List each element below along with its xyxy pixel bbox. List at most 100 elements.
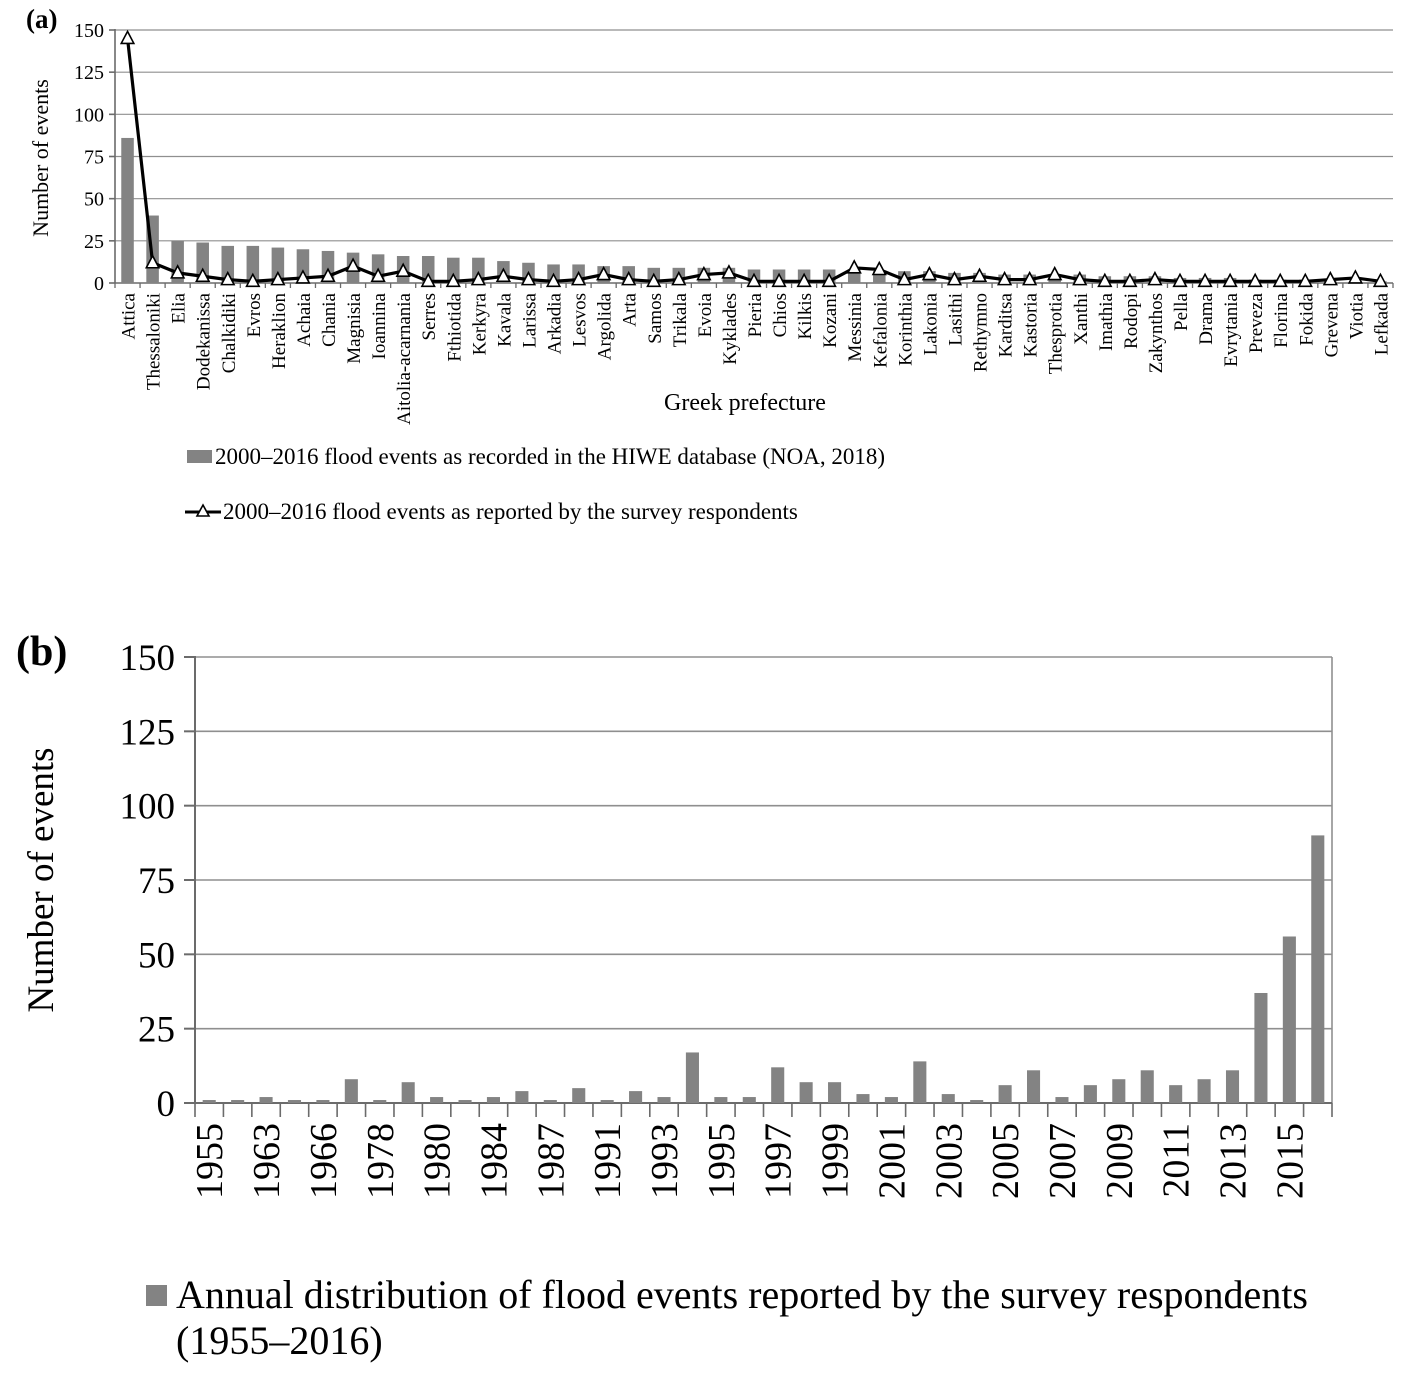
bar (884, 1097, 898, 1103)
x-category-label: Karditsa (996, 292, 1017, 357)
line-marker-triangle (1322, 270, 1338, 286)
x-category-label: Heraklion (269, 293, 290, 369)
line-marker-triangle (1072, 270, 1088, 286)
line-marker-triangle (520, 270, 537, 286)
x-year-label: 1966 (303, 1123, 345, 1199)
x-category-label: Evrytania (1221, 292, 1242, 366)
line-marker-triangle (1022, 270, 1038, 286)
line-marker-triangle (646, 272, 662, 288)
x-category-label: Kavala (494, 292, 515, 346)
line-marker-triangle (696, 265, 712, 281)
line-marker-triangle (796, 272, 812, 288)
bar (1112, 1079, 1126, 1103)
line-marker-triangle (345, 257, 361, 272)
line-marker-triangle (420, 272, 436, 288)
x-year-label: 2015 (1269, 1123, 1311, 1199)
panel-b-legend-line2: (1955–2016) (176, 1318, 383, 1363)
bar (1169, 1085, 1183, 1103)
x-category-label: Pieria (745, 292, 766, 337)
x-year-label: 2005 (985, 1123, 1027, 1199)
x-category-label: Thessaloniki (144, 293, 165, 390)
line-marker-triangle (370, 267, 386, 283)
bar (1282, 936, 1296, 1103)
x-category-label: Dodekanissa (194, 292, 215, 390)
x-category-label: Pella (1171, 292, 1192, 331)
panel-a-legend-item-line: 2000–2016 flood events as reported by th… (185, 499, 1285, 524)
bar (1026, 1070, 1041, 1103)
line-marker-triangle (1272, 272, 1288, 288)
panel-b-legend-item: Annual distribution of flood events repo… (146, 1272, 1406, 1364)
x-year-label: 1978 (360, 1123, 402, 1199)
x-category-label: Kerkyra (469, 292, 490, 355)
y-tick-label: 150 (120, 638, 176, 679)
line-marker-triangle (470, 270, 486, 286)
bar-series-swatch-icon (146, 1285, 167, 1306)
line-marker-triangle (846, 259, 862, 274)
bar (271, 247, 285, 283)
y-tick-label: 100 (120, 787, 176, 828)
x-category-label: Drama (1196, 292, 1217, 344)
line-marker-triangle (771, 272, 787, 288)
bar (344, 1079, 358, 1103)
x-year-label: 2013 (1213, 1123, 1255, 1199)
bar-series-swatch-icon (187, 450, 212, 463)
line-marker-triangle (119, 29, 136, 45)
bar (771, 1067, 785, 1103)
line-marker-triangle (1347, 269, 1364, 284)
x-year-label: 1963 (246, 1123, 288, 1199)
y-tick-label: 150 (74, 20, 104, 42)
y-tick-label: 100 (74, 104, 104, 126)
bar (430, 1097, 444, 1103)
panel-b-legend-text: Annual distribution of flood events repo… (176, 1272, 1308, 1364)
bar (221, 245, 235, 283)
bar (600, 1100, 614, 1103)
x-year-label: 1987 (530, 1123, 572, 1199)
line-marker-triangle (320, 267, 336, 283)
y-tick-label: 50 (84, 189, 104, 211)
line-marker-triangle (971, 267, 988, 283)
x-category-label: Thesprotia (1046, 292, 1067, 374)
line-marker-triangle (671, 270, 687, 286)
bar (873, 271, 886, 283)
line-marker-triangle (596, 265, 612, 281)
bar (970, 1100, 984, 1103)
bar (1083, 1085, 1097, 1103)
bar (714, 1097, 728, 1103)
panel-b-plot: 0 25 50 75 100 125 150 1955 1963 1966 1978 1980 1984… (120, 638, 1333, 1199)
x-category-label: Lefkada (1371, 292, 1392, 355)
x-category-label: Chios (770, 293, 791, 337)
bar (657, 1097, 671, 1103)
y-tick-label: 25 (84, 231, 104, 253)
bar (421, 256, 435, 283)
line-marker-triangle (270, 270, 286, 286)
line-marker-triangle (495, 267, 512, 283)
line-marker-triangle (996, 270, 1013, 286)
x-category-label: Korinthia (895, 292, 916, 365)
x-category-label: Larissa (519, 292, 540, 347)
line-marker-triangle (144, 254, 161, 269)
x-category-label: Magnisia (344, 292, 365, 363)
x-category-label: Florina (1271, 292, 1292, 347)
x-category-label: Arkadia (545, 292, 566, 354)
bar (1055, 1097, 1069, 1103)
bar (1225, 1070, 1240, 1103)
line-marker-triangle (1172, 272, 1188, 288)
bar (1254, 992, 1268, 1103)
x-category-label: Messinia (845, 292, 866, 361)
x-year-label: 2003 (928, 1123, 970, 1199)
line-marker-triangle (1297, 272, 1313, 288)
x-category-label: Kefalonia (870, 292, 891, 367)
panel-b-label: (b) (16, 629, 68, 675)
line-marker-triangle (220, 270, 236, 286)
bar (799, 1082, 813, 1103)
y-tick-label: 0 (94, 273, 104, 295)
bar (296, 249, 310, 283)
bar (515, 1091, 529, 1103)
y-tick-label: 0 (157, 1084, 176, 1125)
x-category-label: Fokida (1296, 292, 1317, 345)
bar (543, 1100, 557, 1103)
x-year-label: 2007 (1042, 1123, 1084, 1199)
x-year-label: 1984 (473, 1123, 515, 1199)
line-marker-triangle (195, 267, 211, 283)
x-year-label: 2009 (1099, 1123, 1141, 1199)
